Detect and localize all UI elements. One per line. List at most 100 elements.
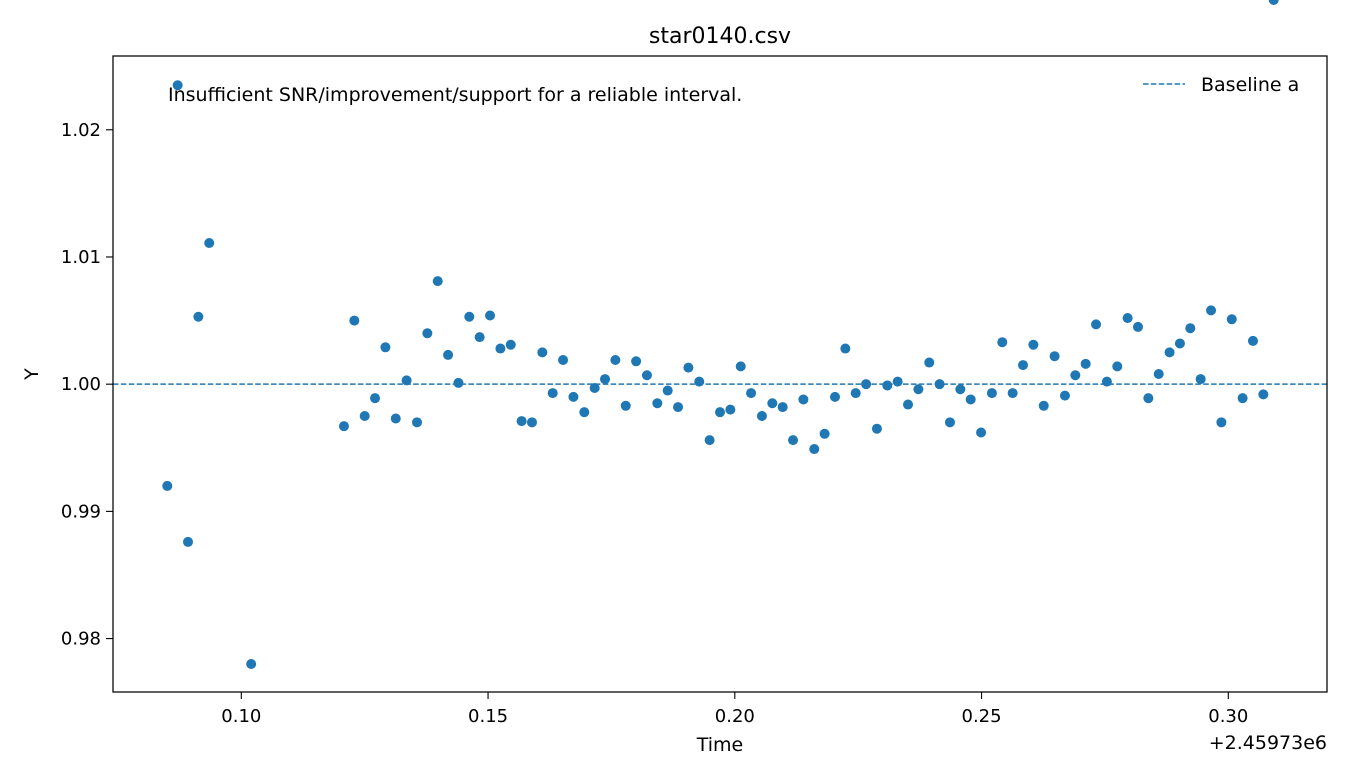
data-point bbox=[944, 417, 955, 428]
data-point bbox=[1018, 360, 1029, 371]
data-point bbox=[997, 337, 1008, 348]
data-point bbox=[464, 311, 475, 322]
data-point bbox=[505, 339, 516, 350]
data-point bbox=[767, 398, 778, 409]
data-point bbox=[1206, 305, 1217, 316]
data-point bbox=[390, 413, 401, 424]
data-point bbox=[1164, 347, 1175, 358]
data-point bbox=[662, 385, 673, 396]
data-point bbox=[516, 416, 527, 427]
data-point bbox=[1059, 390, 1070, 401]
data-point bbox=[871, 423, 882, 434]
data-point bbox=[359, 410, 370, 421]
data-point bbox=[474, 332, 485, 343]
data-point bbox=[411, 417, 422, 428]
data-point bbox=[798, 394, 809, 405]
x-tick-label: 0.15 bbox=[468, 706, 508, 727]
data-point bbox=[1174, 338, 1185, 349]
data-point bbox=[704, 435, 715, 446]
data-point bbox=[1268, 0, 1279, 5]
data-point bbox=[1132, 321, 1143, 332]
data-point bbox=[735, 361, 746, 372]
data-point bbox=[453, 377, 464, 388]
data-point bbox=[1101, 376, 1112, 387]
data-point bbox=[610, 355, 621, 366]
data-point bbox=[1112, 361, 1123, 372]
x-offset-label: +2.45973e6 bbox=[1209, 732, 1327, 754]
data-point bbox=[652, 398, 663, 409]
data-point bbox=[829, 391, 840, 402]
data-point bbox=[861, 379, 872, 390]
data-point bbox=[631, 356, 642, 367]
data-point bbox=[568, 391, 579, 402]
data-point bbox=[1070, 370, 1081, 381]
data-point bbox=[193, 311, 204, 322]
data-point bbox=[1185, 323, 1196, 334]
data-point bbox=[547, 388, 558, 399]
data-point bbox=[526, 417, 537, 428]
data-point bbox=[172, 80, 183, 91]
data-point bbox=[1143, 393, 1154, 404]
annotation-text: Insufficient SNR/improvement/support for… bbox=[168, 84, 742, 106]
data-point bbox=[955, 384, 966, 395]
data-point bbox=[819, 428, 830, 439]
data-point bbox=[788, 435, 799, 446]
legend: Baseline a bbox=[1143, 74, 1299, 96]
data-point bbox=[1122, 313, 1133, 324]
data-point bbox=[380, 342, 391, 353]
data-point bbox=[976, 427, 987, 438]
data-point bbox=[683, 362, 694, 373]
y-axis-label: Y bbox=[21, 368, 43, 381]
data-point bbox=[746, 388, 757, 399]
data-point bbox=[401, 375, 412, 386]
data-points bbox=[162, 0, 1279, 670]
plot-frame bbox=[112, 55, 1328, 693]
data-point bbox=[495, 343, 506, 354]
chart-title: star0140.csv bbox=[649, 24, 791, 49]
data-point bbox=[777, 402, 788, 413]
data-point bbox=[432, 276, 443, 287]
data-point bbox=[589, 382, 600, 393]
data-point bbox=[1216, 417, 1227, 428]
y-tick-label: 1.02 bbox=[61, 120, 101, 141]
data-point bbox=[162, 480, 173, 491]
data-point bbox=[349, 315, 360, 326]
data-point bbox=[892, 376, 903, 387]
data-point bbox=[840, 343, 851, 354]
data-point bbox=[934, 379, 945, 390]
data-point bbox=[537, 347, 548, 358]
data-point bbox=[600, 374, 611, 385]
y-tick-label: 1.01 bbox=[61, 247, 101, 268]
data-point bbox=[882, 380, 893, 391]
data-point bbox=[673, 402, 684, 413]
x-tick-label: 0.25 bbox=[962, 706, 1002, 727]
data-point bbox=[913, 384, 924, 395]
data-point bbox=[558, 355, 569, 366]
data-point bbox=[204, 237, 215, 248]
data-point bbox=[1237, 393, 1248, 404]
data-point bbox=[1080, 358, 1091, 369]
data-point bbox=[924, 357, 935, 368]
y-tick-label: 1.00 bbox=[61, 374, 101, 395]
data-point bbox=[809, 444, 820, 455]
data-point bbox=[1226, 314, 1237, 325]
data-point bbox=[579, 407, 590, 418]
data-point bbox=[986, 388, 997, 399]
x-tick-label: 0.20 bbox=[715, 706, 755, 727]
y-tick-label: 0.98 bbox=[61, 629, 101, 650]
data-point bbox=[641, 370, 652, 381]
legend-baseline-label: Baseline a bbox=[1201, 74, 1299, 96]
data-point bbox=[1028, 339, 1039, 350]
y-axis-ticks: 0.98 0.99 1.00 1.01 1.02 bbox=[61, 120, 113, 650]
data-point bbox=[338, 421, 349, 432]
data-point bbox=[694, 376, 705, 387]
data-point bbox=[1091, 319, 1102, 330]
data-point bbox=[1007, 388, 1018, 399]
data-point bbox=[183, 536, 194, 547]
data-point bbox=[1258, 389, 1269, 400]
x-tick-label: 0.10 bbox=[221, 706, 261, 727]
data-point bbox=[1038, 400, 1049, 411]
data-point bbox=[850, 388, 861, 399]
